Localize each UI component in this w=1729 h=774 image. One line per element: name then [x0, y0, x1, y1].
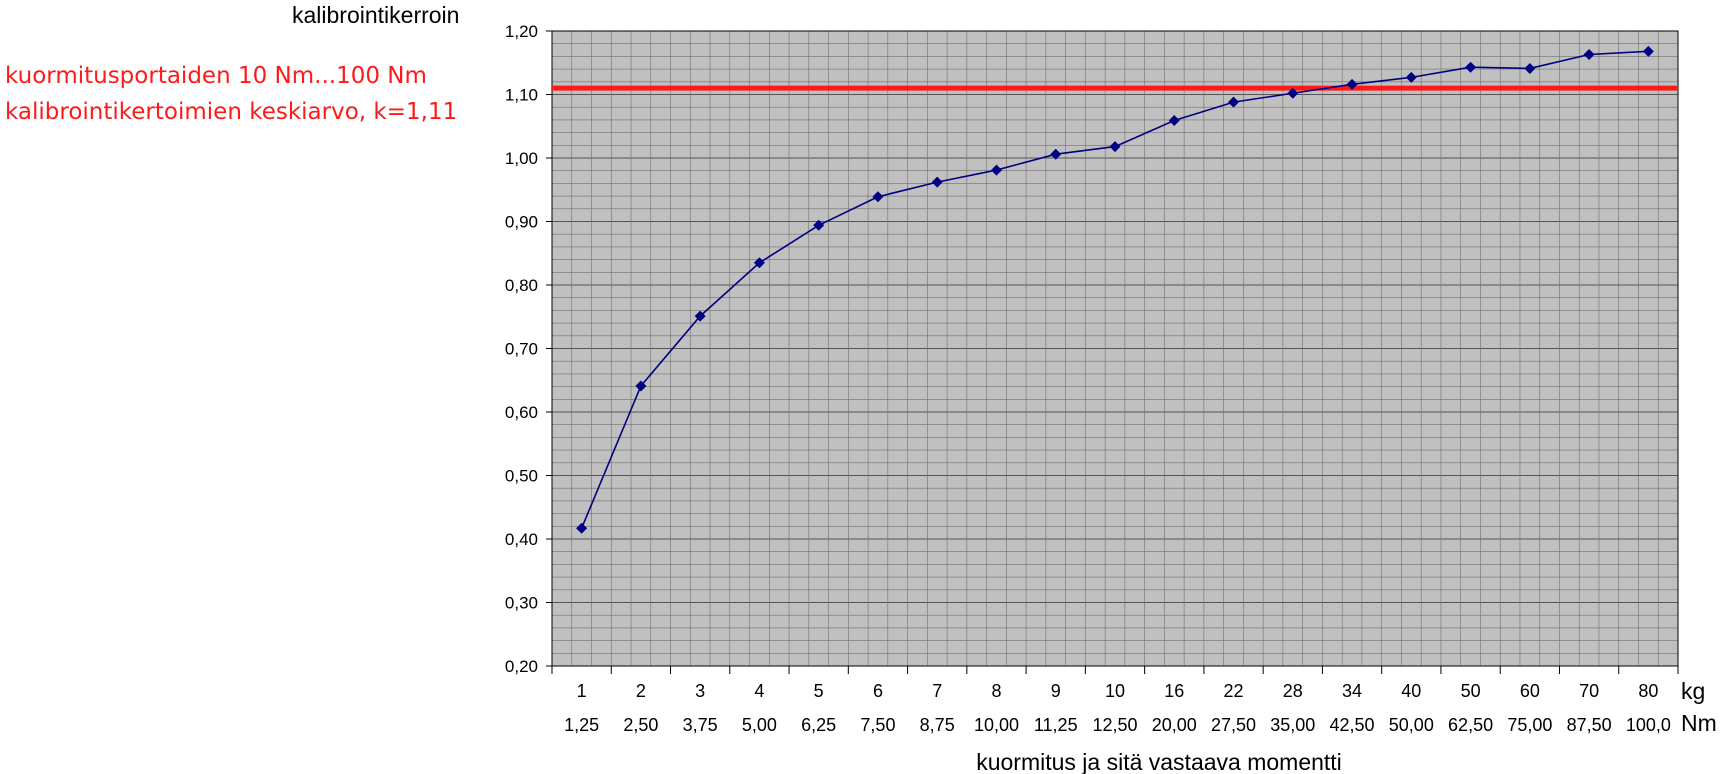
x-tick-label-kg: 1 [577, 681, 587, 701]
x-tick-label-nm: 8,75 [920, 715, 955, 735]
x-tick-label-nm: 42,50 [1330, 715, 1375, 735]
x-tick-label-kg: 3 [695, 681, 705, 701]
x-tick-label-kg: 8 [991, 681, 1001, 701]
x-tick-label-nm: 35,00 [1270, 715, 1315, 735]
y-axis-label: kalibrointikerroin [292, 2, 459, 28]
x-tick-label-kg: 6 [873, 681, 883, 701]
x-tick-label-nm: 6,25 [801, 715, 836, 735]
series-line-group [576, 45, 1654, 534]
y-tick-label: 0,50 [505, 467, 538, 486]
x-axis-label: kuormitus ja sitä vastaava momentti [976, 749, 1342, 774]
x-tick-label-nm: 75,00 [1507, 715, 1552, 735]
x-tick-label-nm: 50,00 [1389, 715, 1434, 735]
x-tick-label-kg: 80 [1638, 681, 1658, 701]
x-tick-label-kg: 22 [1224, 681, 1244, 701]
x-tick-label-nm: 10,00 [974, 715, 1019, 735]
annotation-line-2: kalibrointikertoimien keskiarvo, k=1,11 [5, 99, 457, 125]
y-tick-label: 1,10 [505, 86, 538, 105]
data-point-diamond [990, 164, 1002, 176]
x-tick-label-kg: 9 [1051, 681, 1061, 701]
x-tick-label-nm: 7,50 [860, 715, 895, 735]
x-tick-label-nm: 87,50 [1567, 715, 1612, 735]
x-tick-label-kg: 5 [814, 681, 824, 701]
x-tick-label-nm: 62,50 [1448, 715, 1493, 735]
y-tick-labels: 0,20 0,30 0,40 0,50 0,60 0,70 0,80 0,90 1,00 1,10… [505, 22, 552, 676]
data-point-diamond [1168, 115, 1180, 127]
x-tick-label-kg: 40 [1401, 681, 1421, 701]
y-tick-label: 0,90 [505, 213, 538, 232]
data-point-diamond [1050, 148, 1062, 160]
x-tick-label-kg: 28 [1283, 681, 1303, 701]
x-tick-label-kg: 10 [1105, 681, 1125, 701]
x-tick-label-nm: 2,50 [623, 715, 658, 735]
data-point-diamond [813, 219, 825, 231]
x-tick-label-nm: 20,00 [1152, 715, 1197, 735]
x-tick-label-kg: 7 [932, 681, 942, 701]
x-tick-label-kg: 4 [754, 681, 764, 701]
x-tick-labels: 1 2 3 4 5 6 7 8 9 10 16 22 28 34 40 50 60 70 801,25 2,50 3,7… [551, 666, 1679, 735]
data-point-diamond [1642, 45, 1654, 57]
y-tick-label: 0,70 [505, 340, 538, 359]
data-point-diamond [1228, 96, 1240, 108]
data-point-diamond [1465, 61, 1477, 73]
x-tick-label-nm: 11,25 [1034, 715, 1078, 735]
data-point-diamond [931, 176, 943, 188]
x-tick-label-nm: 5,00 [742, 715, 777, 735]
x-tick-label-kg: 50 [1461, 681, 1481, 701]
data-point-diamond [1287, 87, 1299, 99]
x-tick-label-kg: 60 [1520, 681, 1540, 701]
x-tick-label-nm: 1,25 [564, 715, 599, 735]
data-point-diamond [1346, 78, 1358, 90]
data-point-diamond [753, 257, 765, 269]
data-point-diamond [694, 310, 706, 322]
data-point-diamond [635, 380, 647, 392]
data-point-diamond [1524, 62, 1536, 74]
data-point-diamond [1405, 71, 1417, 83]
annotation-line-1: kuormitusportaiden 10 Nm...100 Nm [5, 63, 427, 89]
unit-kg-label: kg [1681, 678, 1705, 704]
y-tick-label: 1,20 [505, 22, 538, 41]
data-point-diamond [872, 191, 884, 203]
data-point-diamond [1583, 48, 1595, 60]
y-tick-label: 0,80 [505, 276, 538, 295]
x-tick-label-nm: 12,50 [1092, 715, 1137, 735]
x-tick-label-nm: 100,0 [1626, 715, 1671, 735]
x-tick-label-kg: 70 [1579, 681, 1599, 701]
x-tick-label-nm: 3,75 [683, 715, 718, 735]
x-tick-label-kg: 34 [1342, 681, 1362, 701]
x-tick-label-kg: 16 [1164, 681, 1184, 701]
y-tick-label: 1,00 [505, 149, 538, 168]
x-tick-label-nm: 27,50 [1211, 715, 1256, 735]
x-tick-label-kg: 2 [636, 681, 646, 701]
unit-nm-label: Nm [1681, 710, 1717, 736]
y-tick-label: 0,30 [505, 594, 538, 613]
y-tick-label: 0,60 [505, 403, 538, 422]
y-tick-label: 0,40 [505, 530, 538, 549]
data-point-diamond [1109, 141, 1121, 153]
y-tick-label: 0,20 [505, 657, 538, 676]
data-point-diamond [576, 522, 588, 534]
gridlines [552, 31, 1678, 666]
